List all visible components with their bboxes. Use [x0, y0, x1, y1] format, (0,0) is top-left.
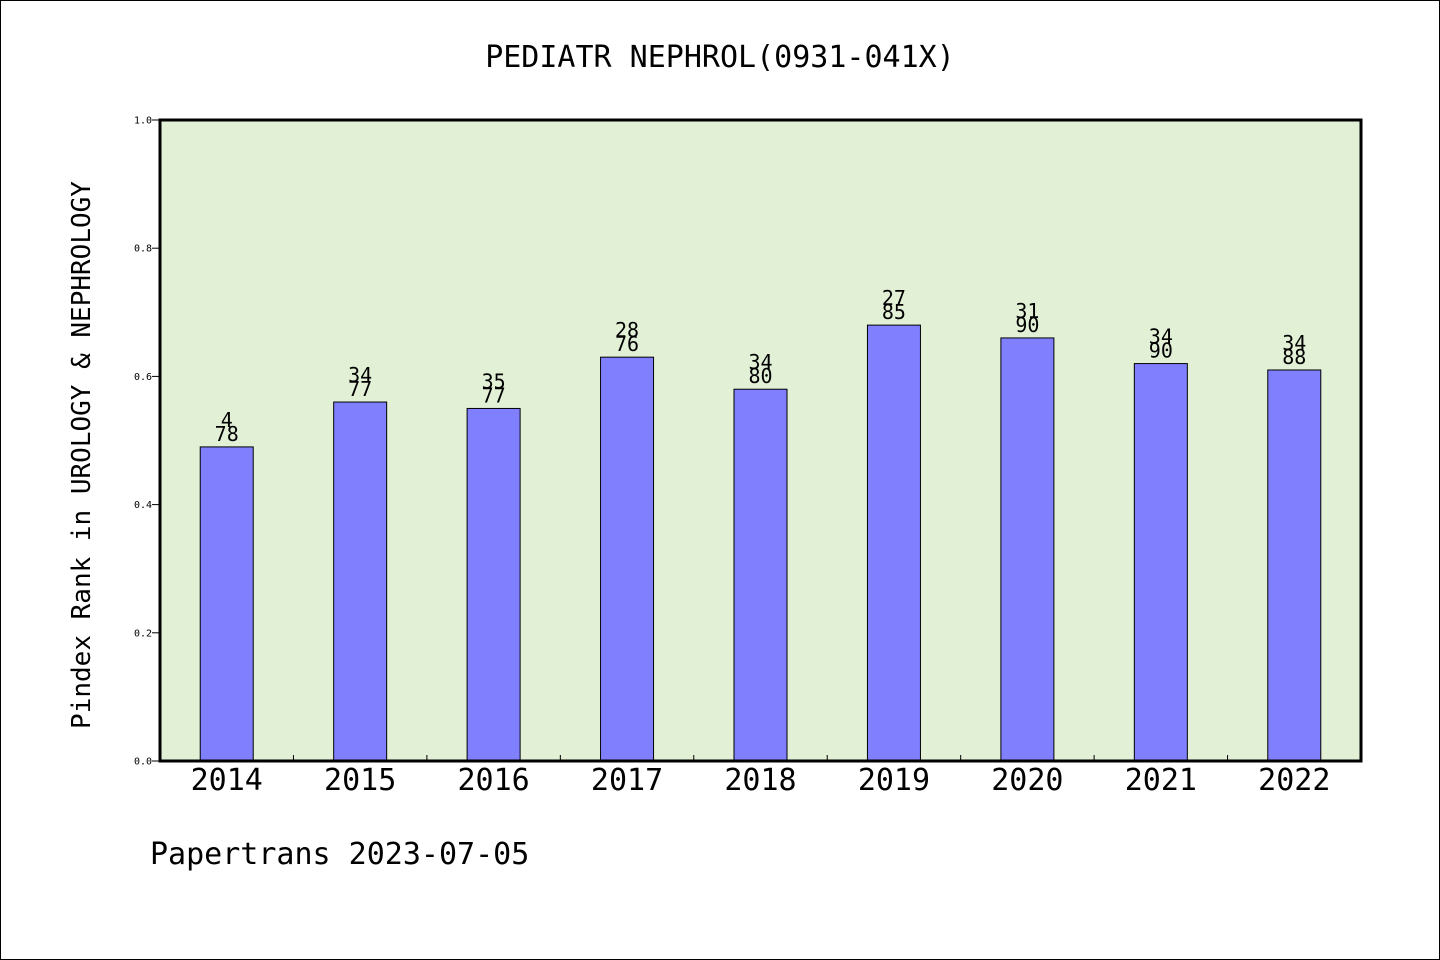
bar: [866, 324, 921, 762]
x-tick-label: 2015: [324, 763, 396, 798]
bar-label-bottom: 85: [882, 300, 906, 324]
x-tick-label: 2020: [991, 763, 1063, 798]
y-axis-label: Pindex Rank in UROLOGY & NEPHROLOGY: [67, 181, 97, 729]
bar: [733, 388, 788, 762]
bar-label-top: 34: [748, 350, 772, 374]
bar: [600, 356, 655, 762]
bar-label-top: 34: [1282, 331, 1306, 355]
x-tick-label: 2021: [1125, 763, 1197, 798]
bar-label-top: 34: [1149, 325, 1173, 349]
x-tick-label: 2017: [591, 763, 663, 798]
bar-label-bottom: 76: [615, 332, 639, 356]
chart-title: PEDIATR NEPHROL(0931-041X): [485, 40, 955, 75]
x-axis: 2014 2015 2016 2017 2018 2019 2020 2021 2022: [191, 755, 1330, 798]
bar-label-bottom: 78: [215, 422, 239, 446]
bar: [333, 401, 388, 762]
bar-label-top: 34: [348, 363, 372, 387]
y-tick-label: 0.0: [134, 757, 152, 768]
bar-label-top: 35: [482, 369, 506, 393]
bar-label-bottom: 80: [748, 364, 772, 388]
x-tick-label: 2018: [724, 763, 796, 798]
y-axis: 0.0 0.2 0.4 0.6 0.8 1.0: [134, 116, 160, 768]
bar: [1000, 337, 1055, 762]
bar-label-bottom: 88: [1282, 345, 1306, 369]
y-tick-label: 1.0: [134, 116, 152, 127]
bar-label-top: 4: [221, 408, 233, 432]
bar-label-bottom: 77: [482, 383, 506, 407]
x-tick-label: 2019: [858, 763, 930, 798]
x-tick-label: 2016: [457, 763, 529, 798]
y-tick-label: 0.6: [134, 372, 152, 383]
y-tick-label: 0.2: [134, 628, 152, 639]
bar-label-bottom: 90: [1015, 313, 1039, 337]
bar: [466, 407, 521, 762]
bar: [1267, 369, 1322, 762]
bar-label-top: 31: [1015, 299, 1039, 323]
x-tick-label: 2022: [1258, 763, 1330, 798]
bar-label-bottom: 77: [348, 377, 372, 401]
bar: [199, 446, 254, 762]
bar-label-top: 27: [882, 286, 906, 310]
y-tick-label: 0.4: [134, 500, 152, 511]
plot-border: [158, 118, 1363, 763]
bar-label-bottom: 90: [1149, 339, 1173, 363]
y-tick-label: 0.8: [134, 244, 152, 255]
footer-credit: Papertrans 2023-07-05: [150, 837, 529, 872]
x-tick-label: 2014: [191, 763, 263, 798]
bar-label-top: 28: [615, 318, 639, 342]
bar: [1133, 363, 1188, 762]
